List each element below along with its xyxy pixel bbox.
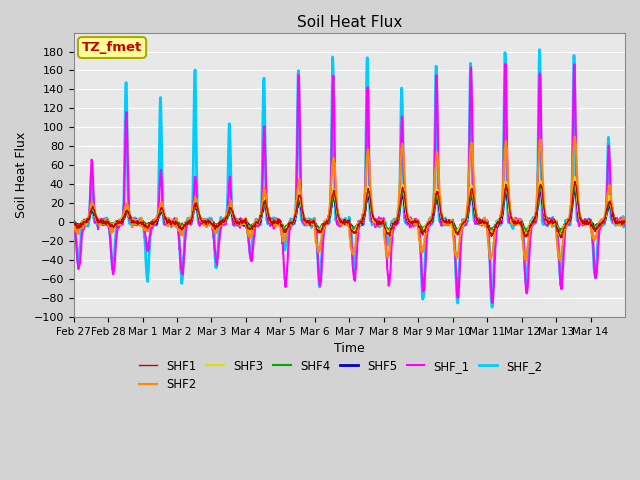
SHF1 <box>335 215 342 220</box>
SHF5 <box>621 219 629 225</box>
Line: SHF2: SHF2 <box>74 136 625 261</box>
SHF4 <box>557 230 564 236</box>
SHF5 <box>324 217 332 223</box>
SHF_2 <box>621 219 629 225</box>
SHF3 <box>324 215 332 220</box>
SHF_2 <box>324 219 332 225</box>
SHF3 <box>557 234 564 240</box>
SHF5 <box>561 224 568 229</box>
SHF2 <box>324 216 332 222</box>
X-axis label: Time: Time <box>334 342 365 355</box>
SHF_1 <box>70 218 77 224</box>
SHF2 <box>621 219 629 225</box>
SHF_1 <box>614 221 622 227</box>
SHF4 <box>479 218 487 224</box>
SHF_1 <box>502 61 509 67</box>
SHF2 <box>70 225 77 230</box>
SHF_1 <box>621 219 629 225</box>
SHF_2 <box>156 117 164 123</box>
SHF1 <box>614 220 622 226</box>
SHF3 <box>621 219 629 225</box>
SHF4 <box>324 219 332 225</box>
SHF4 <box>561 222 568 228</box>
SHF2 <box>335 211 342 217</box>
Line: SHF_1: SHF_1 <box>74 64 625 303</box>
SHF_1 <box>156 180 164 185</box>
Line: SHF4: SHF4 <box>74 186 625 233</box>
SHF2 <box>561 224 568 230</box>
SHF5 <box>557 230 564 236</box>
SHF_2 <box>488 304 496 310</box>
SHF1 <box>324 218 332 224</box>
SHF1 <box>479 219 487 225</box>
SHF_2 <box>536 47 543 53</box>
SHF3 <box>335 216 342 222</box>
Text: TZ_fmet: TZ_fmet <box>82 41 142 54</box>
SHF1 <box>571 179 579 184</box>
Line: SHF3: SHF3 <box>74 177 625 237</box>
SHF3 <box>479 219 487 225</box>
SHF4 <box>571 183 579 189</box>
SHF2 <box>156 204 164 210</box>
SHF2 <box>571 133 579 139</box>
SHF3 <box>572 174 579 180</box>
SHF4 <box>156 208 164 214</box>
Line: SHF_2: SHF_2 <box>74 50 625 307</box>
SHF4 <box>70 220 77 226</box>
SHF3 <box>614 220 622 226</box>
SHF3 <box>156 208 164 214</box>
SHF5 <box>570 185 578 191</box>
SHF2 <box>522 258 530 264</box>
Y-axis label: Soil Heat Flux: Soil Heat Flux <box>15 132 28 218</box>
SHF_1 <box>335 219 342 225</box>
SHF_2 <box>479 221 487 227</box>
SHF_2 <box>70 220 77 226</box>
SHF_1 <box>479 216 487 222</box>
SHF2 <box>479 218 487 224</box>
SHF_2 <box>614 221 622 227</box>
SHF5 <box>479 219 487 225</box>
SHF4 <box>621 219 629 225</box>
SHF1 <box>70 220 77 226</box>
Line: SHF1: SHF1 <box>74 181 625 238</box>
SHF1 <box>621 219 629 225</box>
Legend: SHF1, SHF2, SHF3, SHF4, SHF5, SHF_1, SHF_2: SHF1, SHF2, SHF3, SHF4, SHF5, SHF_1, SHF… <box>134 355 547 396</box>
SHF_2 <box>561 228 568 233</box>
SHF_2 <box>335 220 342 226</box>
SHF5 <box>156 210 164 216</box>
SHF5 <box>335 217 342 223</box>
SHF1 <box>561 225 568 231</box>
SHF4 <box>335 215 342 221</box>
SHF4 <box>614 220 622 226</box>
SHF_1 <box>324 219 332 225</box>
SHF3 <box>561 224 568 229</box>
SHF3 <box>70 222 77 228</box>
SHF2 <box>614 223 622 228</box>
Line: SHF5: SHF5 <box>74 188 625 233</box>
SHF1 <box>557 235 564 240</box>
SHF1 <box>156 210 164 216</box>
SHF5 <box>614 219 622 225</box>
SHF_1 <box>561 235 568 241</box>
SHF_1 <box>489 300 497 306</box>
Title: Soil Heat Flux: Soil Heat Flux <box>296 15 402 30</box>
SHF5 <box>70 221 77 227</box>
